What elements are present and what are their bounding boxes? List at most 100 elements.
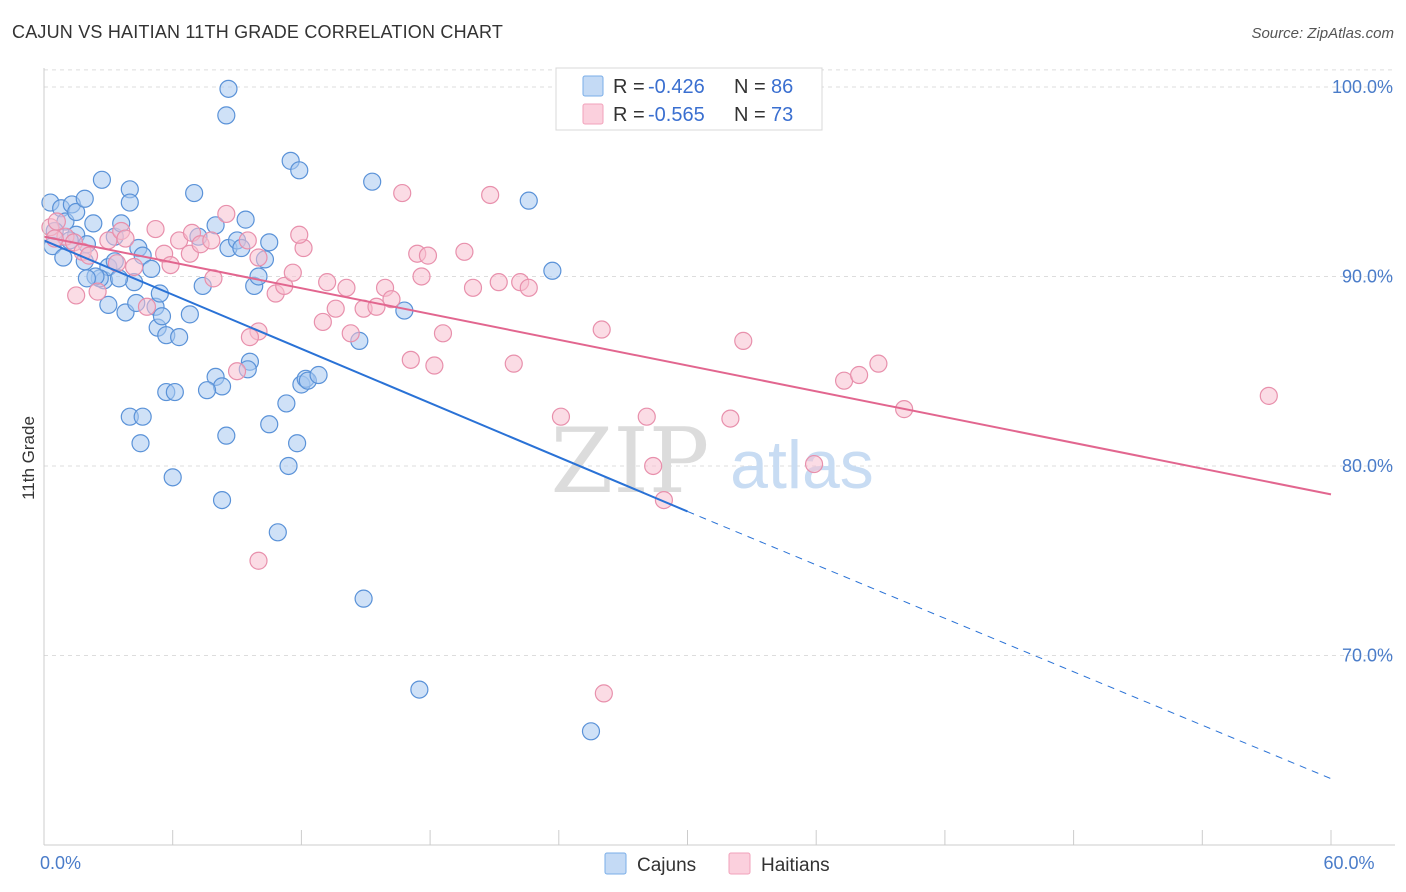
cajun-point xyxy=(180,305,199,324)
haitian-point xyxy=(283,263,302,282)
haitian-point xyxy=(481,185,500,205)
haitian-point xyxy=(67,286,86,305)
haitian-point xyxy=(401,350,420,369)
haitian-point xyxy=(161,255,180,275)
cajun-point xyxy=(260,233,279,252)
haitian-point xyxy=(290,225,309,244)
cajun-point xyxy=(217,106,236,125)
haitian-point xyxy=(721,409,740,428)
haitian-point xyxy=(504,354,523,373)
cajun-point xyxy=(277,394,296,413)
haitian-point xyxy=(637,407,656,426)
haitian-point xyxy=(137,297,157,316)
haitian-point xyxy=(734,331,753,350)
cajun-point xyxy=(142,259,161,278)
cajun-point xyxy=(309,365,328,385)
y-tick-label: 90.0% xyxy=(1342,266,1393,286)
cajun-point xyxy=(185,183,204,203)
cajun-point xyxy=(581,722,601,741)
haitian-point xyxy=(240,328,260,347)
watermark-zip: ZIP xyxy=(551,409,710,514)
cajun-point xyxy=(212,377,232,396)
haitian-point xyxy=(337,278,356,297)
bottom-legend-swatch-haitian xyxy=(728,852,751,875)
cajun-point xyxy=(217,426,236,445)
legend-r-label-haitian: R = xyxy=(613,104,645,126)
cajun-point xyxy=(163,468,182,487)
cajun-point xyxy=(519,191,538,210)
cajun-point xyxy=(410,680,429,699)
cajun-point xyxy=(120,193,139,212)
cajun-points xyxy=(41,79,601,741)
cajun-point xyxy=(75,189,94,208)
haitian-point xyxy=(849,365,869,385)
bottom-legend: Cajuns Haitians xyxy=(604,852,830,876)
haitian-point xyxy=(393,183,412,203)
cajun-point xyxy=(165,382,184,402)
bottom-legend-swatch-cajun xyxy=(604,852,627,875)
cajun-point xyxy=(543,261,562,280)
y-tick-label: 100.0% xyxy=(1332,77,1393,97)
y-tick-label: 80.0% xyxy=(1342,456,1393,476)
watermark-atlas: atlas xyxy=(730,427,874,503)
legend-n-value-cajun: 86 xyxy=(771,76,793,98)
haitian-point xyxy=(124,257,144,277)
haitian-point xyxy=(418,246,438,265)
haitian-point xyxy=(326,299,345,318)
legend-r-value-cajun: -0.426 xyxy=(648,76,705,98)
haitian-point xyxy=(146,219,165,239)
haitian-point xyxy=(869,354,888,373)
haitian-point xyxy=(217,204,236,224)
haitian-point xyxy=(463,278,483,297)
legend-n-label-haitian: N = xyxy=(734,104,766,126)
haitian-point xyxy=(551,407,571,426)
haitian-point xyxy=(341,324,360,343)
haitian-point xyxy=(412,267,431,286)
haitian-point xyxy=(249,551,268,570)
haitian-point xyxy=(238,231,257,250)
haitian-point xyxy=(804,454,824,474)
haitian-point xyxy=(202,231,221,250)
haitian-point xyxy=(382,290,401,309)
y-tick-label: 70.0% xyxy=(1342,645,1393,665)
axes: 0.0% 60.0% xyxy=(40,68,1395,873)
cajun-point xyxy=(288,434,307,453)
cajun-trend-line xyxy=(43,239,688,513)
cajun-point xyxy=(197,381,217,400)
cajun-point xyxy=(279,456,298,476)
cajun-point xyxy=(236,210,255,229)
top-legend: R = -0.426 N = 86 R = -0.565 N = 73 xyxy=(555,67,823,131)
trend-lines xyxy=(43,235,1332,780)
cajun-trend-extension xyxy=(687,510,1332,780)
chart-title: CAJUN VS HAITIAN 11TH GRADE CORRELATION … xyxy=(12,22,504,42)
legend-r-value-haitian: -0.565 xyxy=(648,104,705,126)
haitian-point xyxy=(88,282,107,301)
cajun-point xyxy=(290,161,309,180)
haitian-point xyxy=(425,356,444,375)
haitian-point xyxy=(594,684,613,703)
haitian-point xyxy=(455,242,474,261)
cajun-point xyxy=(212,490,232,510)
x-tick-label: 60.0% xyxy=(1323,853,1374,873)
haitian-point xyxy=(519,278,538,297)
haitian-trend-line xyxy=(43,235,1332,496)
cajun-point xyxy=(268,523,287,542)
cajun-point xyxy=(249,267,268,286)
haitian-point xyxy=(313,312,332,332)
haitian-point xyxy=(116,229,135,248)
legend-r-label-cajun: R = xyxy=(613,76,645,98)
haitian-point xyxy=(489,273,508,292)
cajun-point xyxy=(219,79,238,98)
legend-n-label-cajun: N = xyxy=(734,76,766,98)
y-axis-title: 11th Grade xyxy=(19,416,38,500)
cajun-point xyxy=(99,295,118,314)
haitian-point xyxy=(1259,386,1278,405)
haitian-point xyxy=(227,362,247,381)
haitian-points xyxy=(41,183,1278,703)
cajun-point xyxy=(92,170,112,189)
cajun-point xyxy=(354,589,373,608)
haitian-point xyxy=(367,297,386,316)
cajun-point xyxy=(67,202,86,222)
bottom-legend-label-haitian: Haitians xyxy=(761,855,830,876)
